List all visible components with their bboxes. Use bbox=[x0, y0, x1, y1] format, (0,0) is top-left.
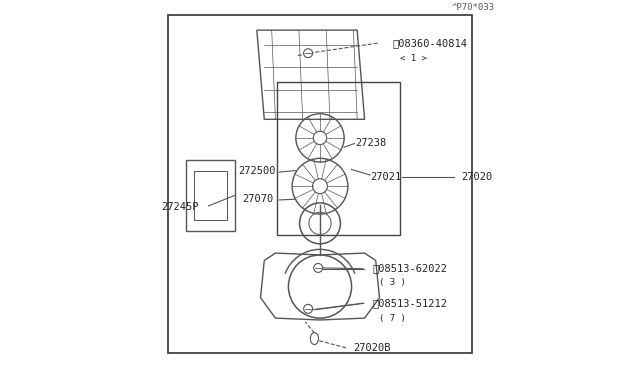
Text: 27020: 27020 bbox=[461, 172, 492, 182]
Text: ^P70*033: ^P70*033 bbox=[452, 3, 495, 12]
Text: 27245P: 27245P bbox=[162, 202, 199, 212]
Circle shape bbox=[303, 304, 312, 313]
Circle shape bbox=[314, 263, 323, 272]
Text: 27238: 27238 bbox=[355, 138, 387, 148]
Bar bbox=[168, 15, 472, 353]
Text: 272500: 272500 bbox=[238, 166, 275, 176]
Text: 27020B: 27020B bbox=[353, 343, 391, 353]
Bar bbox=[277, 82, 400, 234]
Text: Ⓢ08513-51212: Ⓢ08513-51212 bbox=[372, 298, 447, 308]
Text: < 1 >: < 1 > bbox=[400, 54, 427, 62]
Text: 27021: 27021 bbox=[370, 172, 401, 182]
Text: ( 7 ): ( 7 ) bbox=[380, 314, 406, 323]
Text: ( 3 ): ( 3 ) bbox=[380, 278, 406, 287]
Text: Ⓢ08360-40814: Ⓢ08360-40814 bbox=[392, 38, 467, 48]
Text: 27070: 27070 bbox=[243, 194, 273, 204]
Circle shape bbox=[303, 49, 312, 58]
Text: Ⓢ08513-62022: Ⓢ08513-62022 bbox=[372, 263, 447, 273]
